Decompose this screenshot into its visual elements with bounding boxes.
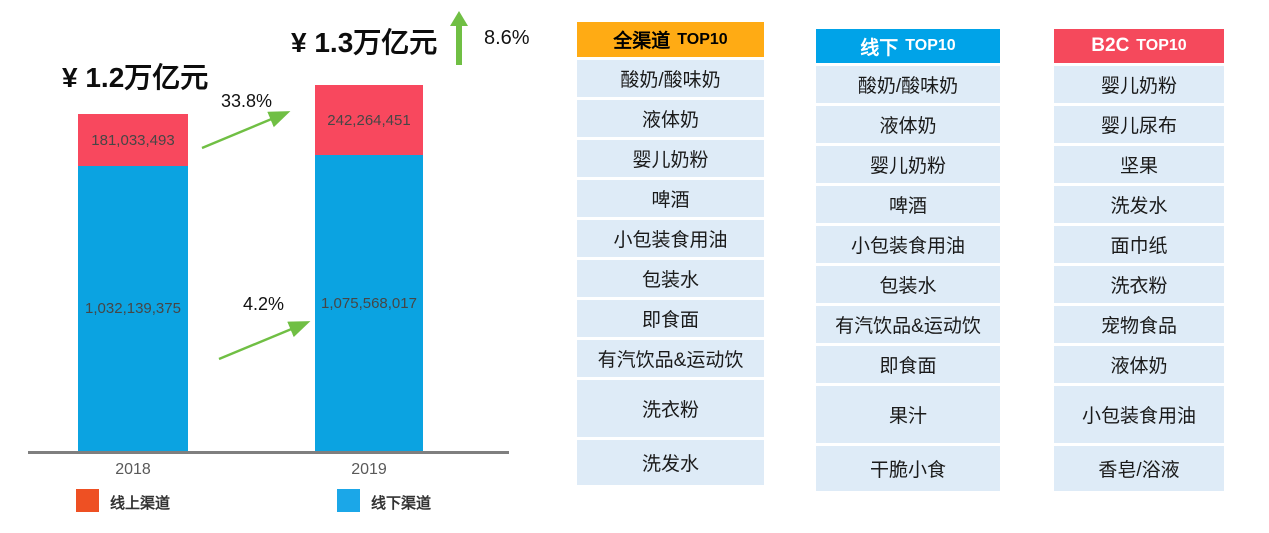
- bar-segment-offline-2019: 1,075,568,017: [315, 155, 423, 453]
- list-item: 液体奶: [1054, 346, 1224, 383]
- top10-column-offline: 线下 TOP10 酸奶/酸味奶 液体奶 婴儿奶粉 啤酒 小包装食用油 包装水 有…: [816, 29, 1000, 491]
- list-item: 婴儿尿布: [1054, 106, 1224, 143]
- top10-header-title: 线下: [860, 37, 899, 59]
- legend-swatch-offline: [337, 489, 360, 512]
- list-item: 包装水: [816, 266, 1000, 303]
- list-item: 洗衣粉: [577, 380, 764, 437]
- legend-swatch-online: [76, 489, 99, 512]
- list-item: 洗发水: [577, 440, 764, 485]
- list-item: 干脆小食: [816, 446, 1000, 491]
- offline-growth-arrow-icon: [218, 321, 311, 361]
- list-item: 面巾纸: [1054, 226, 1224, 263]
- top10-header-title: 全渠道: [613, 31, 671, 52]
- list-item: 有汽饮品&运动饮: [816, 306, 1000, 343]
- x-tick-2018: 2018: [115, 461, 151, 478]
- top10-header-tag: TOP10: [905, 37, 956, 54]
- list-item: 即食面: [816, 346, 1000, 383]
- top10-header-all-channel: 全渠道 TOP10: [577, 22, 764, 57]
- top10-column-all-channel: 全渠道 TOP10 酸奶/酸味奶 液体奶 婴儿奶粉 啤酒 小包装食用油 包装水 …: [577, 22, 764, 485]
- legend-label-offline: 线下渠道: [371, 495, 432, 512]
- top10-header-b2c: B2C TOP10: [1054, 29, 1224, 63]
- bar-segment-online-2018: 181,033,493: [78, 114, 188, 166]
- growth-up-arrow-icon: [450, 11, 468, 65]
- bar-value-online-2018: 181,033,493: [91, 131, 175, 149]
- list-item: 液体奶: [816, 106, 1000, 143]
- online-growth-label: 33.8%: [221, 91, 273, 111]
- bar-value-offline-2019: 1,075,568,017: [321, 294, 417, 312]
- list-item: 小包装食用油: [1054, 386, 1224, 443]
- list-item: 小包装食用油: [577, 220, 764, 257]
- list-item: 坚果: [1054, 146, 1224, 183]
- list-item: 啤酒: [816, 186, 1000, 223]
- list-item: 有汽饮品&运动饮: [577, 340, 764, 377]
- list-item: 婴儿奶粉: [577, 140, 764, 177]
- list-item: 婴儿奶粉: [816, 146, 1000, 183]
- list-item: 洗发水: [1054, 186, 1224, 223]
- list-item: 酸奶/酸味奶: [816, 66, 1000, 103]
- list-item: 液体奶: [577, 100, 764, 137]
- total-2018-label: ¥ 1.2万亿元: [62, 62, 209, 93]
- list-item: 果汁: [816, 386, 1000, 443]
- list-item: 洗衣粉: [1054, 266, 1224, 303]
- bar-value-offline-2018: 1,032,139,375: [85, 300, 181, 318]
- list-item: 小包装食用油: [816, 226, 1000, 263]
- online-growth-arrow-icon: [201, 111, 291, 150]
- legend-label-online: 线上渠道: [110, 495, 171, 512]
- offline-growth-label: 4.2%: [243, 294, 285, 314]
- top10-column-b2c: B2C TOP10 婴儿奶粉 婴儿尿布 坚果 洗发水 面巾纸 洗衣粉 宠物食品 …: [1054, 29, 1224, 491]
- top10-header-tag: TOP10: [1136, 37, 1187, 54]
- x-axis-line: [28, 451, 509, 454]
- top10-header-tag: TOP10: [677, 30, 728, 48]
- total-2019-label: ¥ 1.3万亿元: [291, 27, 438, 58]
- bar-segment-online-2019: 242,264,451: [315, 85, 423, 155]
- list-item: 宠物食品: [1054, 306, 1224, 343]
- bar-value-online-2019: 242,264,451: [327, 111, 411, 129]
- list-item: 啤酒: [577, 180, 764, 217]
- top10-header-offline: 线下 TOP10: [816, 29, 1000, 63]
- list-item: 香皂/浴液: [1054, 446, 1224, 491]
- list-item: 婴儿奶粉: [1054, 66, 1224, 103]
- list-item: 酸奶/酸味奶: [577, 60, 764, 97]
- top10-header-title: B2C: [1091, 35, 1130, 56]
- list-item: 包装水: [577, 260, 764, 297]
- x-tick-2019: 2019: [351, 461, 387, 478]
- bar-segment-offline-2018: 1,032,139,375: [78, 166, 188, 453]
- list-item: 即食面: [577, 300, 764, 337]
- total-growth-label: 8.6%: [484, 27, 530, 49]
